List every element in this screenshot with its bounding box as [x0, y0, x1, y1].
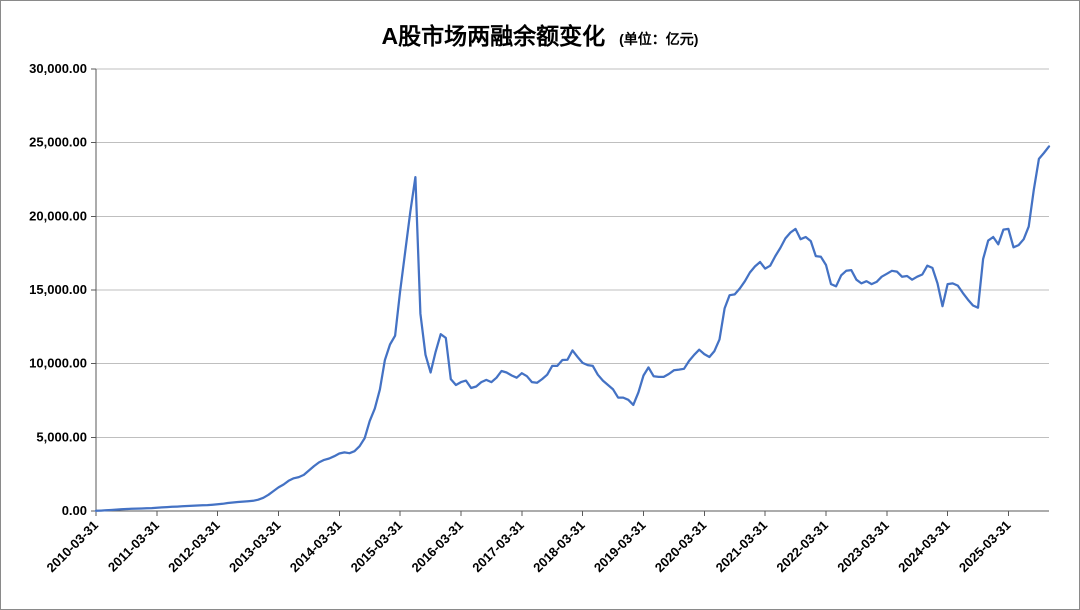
x-axis-tick-label: 2016-03-31: [408, 518, 466, 576]
x-axis-labels: 2010-03-31 2011-03-31 2012-03-31 2013-03-31…: [43, 518, 1013, 576]
x-axis-tick-label: 2010-03-31: [43, 518, 101, 576]
chart-header: A股市场两融余额变化 (单位：亿元): [1, 17, 1079, 51]
x-axis-tick-label: 2013-03-31: [226, 518, 284, 576]
y-axis-tick-label: 5,000.00: [36, 429, 87, 444]
y-axis-tick-label: 10,000.00: [29, 356, 87, 371]
x-axis-tick-label: 2019-03-31: [591, 518, 649, 576]
y-axis-tick-label: 30,000.00: [29, 61, 87, 76]
x-axis-tick-label: 2023-03-31: [834, 518, 892, 576]
y-axis-tick-label: 25,000.00: [29, 135, 87, 150]
x-axis-tick-label: 2014-03-31: [287, 518, 345, 576]
gridlines: [96, 68, 1049, 438]
x-axis-tick-label: 2018-03-31: [530, 518, 588, 576]
y-axis-tick-label: 20,000.00: [29, 208, 87, 223]
axes: [91, 68, 1049, 516]
x-axis-tick-label: 2017-03-31: [469, 518, 527, 576]
x-axis-tick-label: 2025-03-31: [956, 518, 1014, 576]
x-axis-tick-label: 2015-03-31: [348, 518, 406, 576]
chart-unit-label: (单位：亿元): [619, 31, 699, 47]
x-axis-tick-label: 2020-03-31: [652, 518, 710, 576]
x-axis-tick-label: 2024-03-31: [895, 518, 953, 576]
x-axis-tick-label: 2012-03-31: [165, 518, 223, 576]
balance-line-series: [94, 145, 1051, 512]
x-axis-tick-label: 2011-03-31: [105, 518, 162, 575]
y-axis-tick-label: 15,000.00: [29, 282, 87, 297]
y-axis-tick-label: 0.00: [62, 503, 87, 518]
x-axis-tick-label: 2021-03-31: [713, 518, 771, 576]
y-axis-labels: 0.00 5,000.00 10,000.00 15,000.00 20,000.00 2…: [29, 61, 87, 518]
x-axis-tick-label: 2022-03-31: [773, 518, 831, 576]
chart-title: A股市场两融余额变化: [381, 23, 606, 49]
